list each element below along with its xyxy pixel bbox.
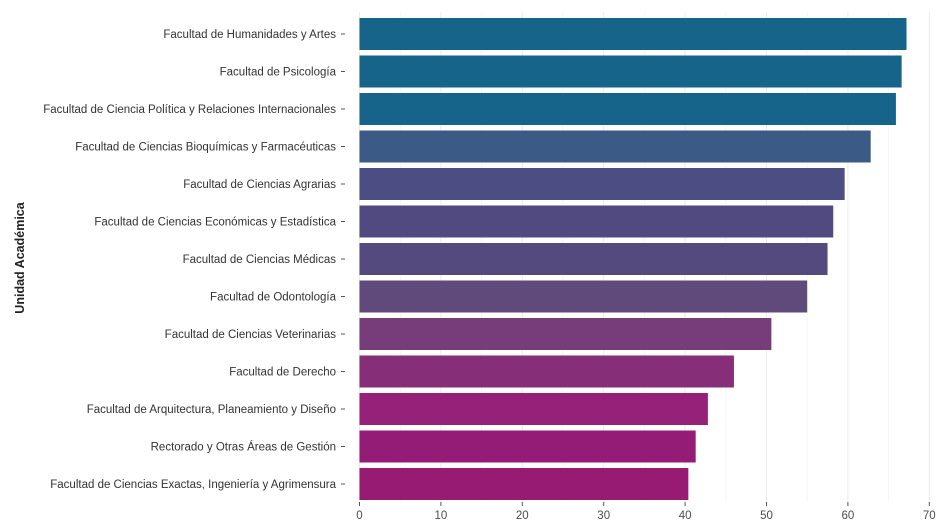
category-label: Facultad de Psicología xyxy=(220,67,337,79)
x-tick-label: 60 xyxy=(842,510,855,522)
bar xyxy=(359,355,734,388)
bar xyxy=(359,430,696,463)
x-tick-label: 40 xyxy=(679,510,692,522)
category-label: Facultad de Odontología xyxy=(210,292,337,304)
x-tick-label: 10 xyxy=(435,510,448,522)
category-label: Facultad de Derecho xyxy=(229,367,336,379)
category-label: Facultad de Ciencias Bioquímicas y Farma… xyxy=(75,142,336,154)
bar xyxy=(359,280,808,313)
x-tick-label: 50 xyxy=(760,510,773,522)
y-axis-title: Unidad Académica xyxy=(13,201,27,313)
x-tick-label: 20 xyxy=(516,510,529,522)
bar xyxy=(359,93,896,125)
category-label: Facultad de Ciencias Económicas y Estadí… xyxy=(94,217,336,229)
category-label: Facultad de Ciencias Exactas, Ingeniería… xyxy=(50,479,336,491)
category-label: Facultad de Humanidades y Artes xyxy=(163,29,336,41)
bar xyxy=(359,55,902,88)
category-label: Rectorado y Otras Áreas de Gestión xyxy=(151,441,336,454)
category-label: Facultad de Ciencias Agrarias xyxy=(183,179,336,191)
bar xyxy=(359,168,845,200)
bars xyxy=(359,18,907,500)
bar xyxy=(359,468,689,500)
bar xyxy=(359,18,907,50)
x-tick-label: 30 xyxy=(597,510,610,522)
category-label: Facultad de Ciencia Política y Relacione… xyxy=(43,104,336,116)
bar xyxy=(359,243,828,275)
category-labels: Facultad de Humanidades y Artes Facultad … xyxy=(43,29,345,491)
x-tick-label: 0 xyxy=(356,510,362,522)
x-tick-label: 70 xyxy=(923,510,936,522)
bar xyxy=(359,393,708,425)
category-label: Facultad de Arquitectura, Planeamiento y… xyxy=(87,404,336,416)
bar xyxy=(359,318,772,350)
category-label: Facultad de Ciencias Veterinarias xyxy=(165,329,337,341)
bar xyxy=(359,130,871,163)
bar xyxy=(359,205,834,238)
x-axis-ticks: 0 10 20 30 40 50 60 70 xyxy=(356,502,936,522)
category-label: Facultad de Ciencias Médicas xyxy=(183,254,337,266)
